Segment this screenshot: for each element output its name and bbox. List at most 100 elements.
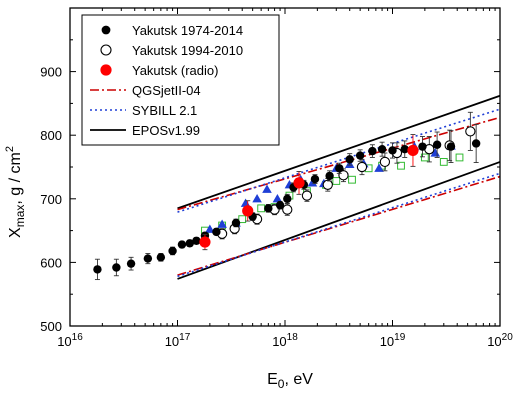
- data-point: [143, 254, 153, 263]
- legend-box: [81, 14, 280, 146]
- data-point: [93, 265, 102, 274]
- data-point: [332, 177, 341, 185]
- data-point: [301, 190, 313, 201]
- data-point: [335, 164, 344, 173]
- y-tick-label: 900: [40, 65, 62, 80]
- y-axis-title: Xmax, g / cm2: [4, 146, 27, 238]
- legend-marker: [100, 44, 112, 56]
- data-point: [112, 263, 121, 272]
- x-tick-label-base: 10: [380, 334, 394, 349]
- data-point: [310, 174, 320, 184]
- data-point: [293, 177, 305, 189]
- x-tick-label: 1017: [165, 332, 191, 349]
- data-point: [257, 204, 266, 213]
- data-point: [192, 236, 201, 245]
- x-tick-label-exp: 19: [394, 332, 406, 343]
- x-tick-label: 1019: [380, 332, 406, 349]
- legend-label: Yakutsk 1974-2014: [132, 23, 243, 38]
- data-point: [446, 142, 456, 151]
- legend-marker: [101, 25, 111, 35]
- data-point: [432, 140, 442, 149]
- x-tick-label-exp: 17: [179, 332, 191, 343]
- axis-ticks: [69, 7, 500, 327]
- data-point: [379, 156, 391, 168]
- data-point: [272, 194, 283, 203]
- y-axis-title-sub: max: [13, 205, 27, 228]
- data-point: [283, 194, 292, 203]
- y-tick-label: 500: [40, 319, 62, 334]
- legend: Yakutsk 1974-2014 Yakutsk 1994-2010 Yakuts…: [81, 14, 280, 146]
- data-point: [374, 163, 384, 172]
- y-tick-label: 600: [40, 255, 62, 270]
- y-axis-title-unit: , g / cm: [7, 152, 24, 204]
- x-axis-title-sub: 0: [278, 377, 285, 391]
- model-line-sybill-2-1: [177, 172, 501, 278]
- data-point: [345, 155, 354, 164]
- data-point: [262, 184, 272, 193]
- data-point: [282, 204, 293, 215]
- legend-label: Yakutsk (radio): [132, 63, 218, 78]
- data-point: [471, 139, 481, 148]
- x-tick-label-exp: 20: [502, 332, 514, 343]
- x-tick-label: 1016: [57, 332, 83, 349]
- legend-label: Yakutsk 1994-2010: [132, 43, 243, 58]
- data-point: [377, 144, 387, 154]
- data-point: [322, 179, 333, 190]
- data-point: [275, 200, 285, 210]
- data-point: [368, 146, 377, 156]
- data-point: [407, 144, 419, 157]
- data-point: [212, 227, 221, 237]
- x-tick-label-exp: 16: [72, 332, 84, 343]
- x-tick-label-exp: 18: [287, 332, 299, 343]
- x-axis-title-unit: , eV: [284, 371, 313, 388]
- data-point: [430, 148, 441, 157]
- data-point: [199, 236, 211, 248]
- model-lines: [177, 94, 501, 280]
- data-point: [420, 153, 429, 162]
- data-points: [93, 111, 481, 281]
- data-point: [156, 253, 166, 262]
- data-point: [177, 240, 187, 249]
- data-point: [388, 146, 397, 155]
- data-point: [205, 224, 215, 233]
- data-point: [264, 204, 273, 213]
- y-tick-label: 800: [40, 128, 62, 143]
- y-axis-title-sup: 2: [4, 146, 16, 152]
- data-point: [231, 218, 241, 228]
- x-tick-label: 1020: [487, 332, 513, 349]
- x-axis-title: E0, eV: [267, 371, 313, 391]
- data-point: [400, 144, 409, 154]
- data-point: [455, 153, 464, 162]
- x-tick-label-base: 10: [272, 334, 286, 349]
- x-tick-label: 1018: [272, 332, 298, 349]
- data-point: [168, 246, 177, 256]
- x-tick-label-base: 10: [57, 334, 71, 349]
- data-point: [418, 142, 427, 151]
- data-point: [356, 161, 368, 173]
- x-axis-title-main: E: [267, 371, 278, 388]
- data-point: [397, 161, 405, 170]
- data-point: [185, 239, 194, 248]
- data-point: [325, 171, 334, 181]
- legend-label: SYBILL 2.1: [132, 103, 197, 118]
- data-point: [348, 175, 356, 184]
- data-point: [126, 259, 136, 268]
- legend-label: EPOSv1.99: [132, 123, 200, 138]
- x-tick-label-base: 10: [165, 334, 179, 349]
- x-tick-label-base: 10: [487, 334, 501, 349]
- legend-marker: [100, 64, 112, 76]
- data-point: [242, 205, 254, 217]
- data-point: [252, 194, 262, 203]
- data-point: [439, 158, 448, 166]
- y-tick-label: 700: [40, 192, 62, 207]
- model-line-eposv1-99: [177, 94, 501, 210]
- model-line-sybill-2-1: [177, 108, 501, 213]
- y-axis-title-main: X: [7, 227, 24, 238]
- data-point: [217, 219, 227, 228]
- data-point: [238, 215, 247, 224]
- data-point: [465, 126, 476, 137]
- legend-label: QGSjetII-04: [132, 83, 201, 98]
